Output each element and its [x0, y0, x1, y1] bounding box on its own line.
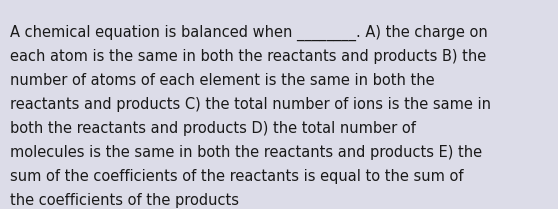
Text: the coefficients of the products: the coefficients of the products: [10, 193, 239, 208]
Text: number of atoms of each element is the same in both the: number of atoms of each element is the s…: [10, 73, 435, 88]
Text: sum of the coefficients of the reactants is equal to the sum of: sum of the coefficients of the reactants…: [10, 169, 464, 184]
Text: each atom is the same in both the reactants and products B) the: each atom is the same in both the reacta…: [10, 49, 486, 64]
Text: molecules is the same in both the reactants and products E) the: molecules is the same in both the reacta…: [10, 145, 482, 160]
Text: reactants and products C) the total number of ions is the same in: reactants and products C) the total numb…: [10, 97, 491, 112]
Text: A chemical equation is balanced when ________. A) the charge on: A chemical equation is balanced when ___…: [10, 25, 488, 41]
Text: both the reactants and products D) the total number of: both the reactants and products D) the t…: [10, 121, 416, 136]
